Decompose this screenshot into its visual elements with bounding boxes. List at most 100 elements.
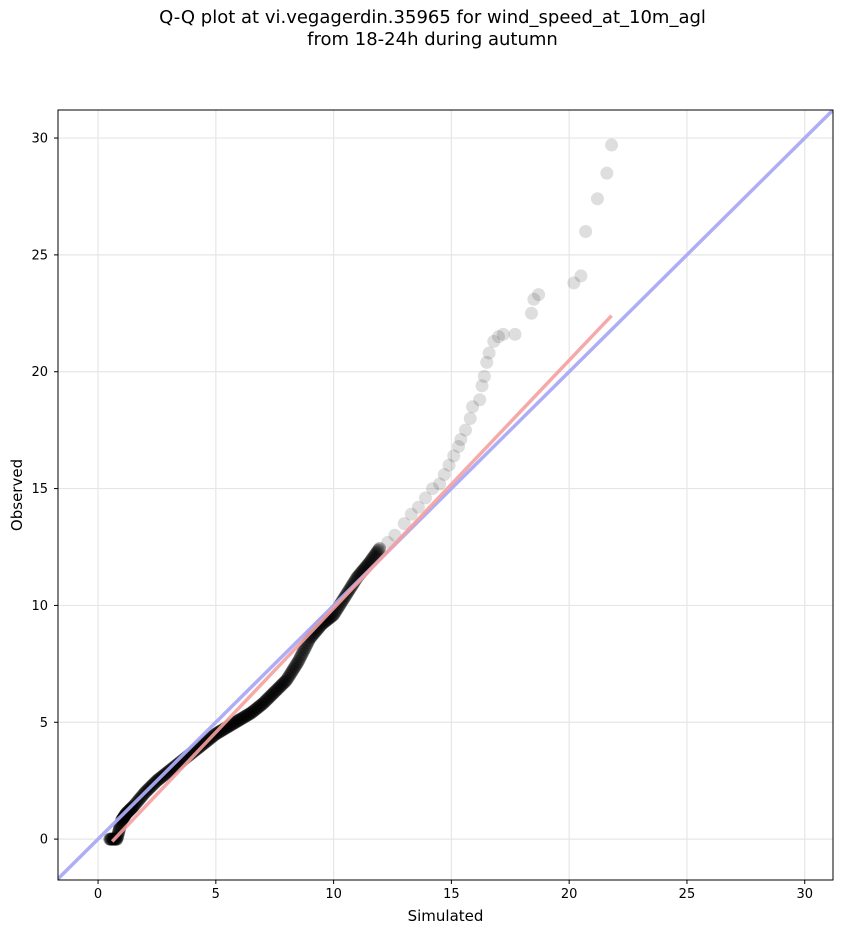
data-point (368, 548, 382, 562)
data-point (250, 701, 264, 715)
data-point (426, 482, 440, 496)
y-tick-label: 15 (31, 482, 48, 497)
data-point (496, 327, 510, 341)
chart-title-line-2: from 18-24h during autumn (307, 29, 558, 50)
data-point (228, 716, 242, 730)
data-point (278, 674, 292, 688)
data-point (492, 330, 506, 344)
data-point (487, 334, 501, 348)
y-tick-label: 25 (31, 248, 48, 263)
data-point (238, 709, 252, 723)
data-point (214, 724, 228, 738)
data-point (411, 500, 425, 514)
x-axis-label: Simulated (408, 907, 484, 925)
x-tick-label: 30 (796, 887, 813, 902)
data-point (118, 809, 132, 823)
data-point (600, 166, 614, 180)
data-point (370, 545, 384, 559)
data-point (259, 693, 273, 707)
data-point (117, 810, 131, 824)
data-point (164, 762, 178, 776)
data-point (104, 832, 118, 846)
data-point (437, 468, 451, 482)
data-point (264, 688, 278, 702)
data-point (261, 692, 275, 706)
data-point (473, 393, 487, 407)
data-point (524, 306, 538, 320)
data-point (276, 677, 290, 691)
data-point (532, 288, 546, 302)
data-point (268, 685, 282, 699)
data-point (298, 640, 312, 654)
data-point (482, 346, 496, 360)
data-point (256, 697, 270, 711)
identity-line (58, 110, 833, 880)
data-point (252, 699, 266, 713)
data-point (508, 327, 522, 341)
data-point (263, 690, 277, 704)
data-point (239, 709, 253, 723)
data-point (442, 458, 456, 472)
data-point (243, 707, 257, 721)
data-point (290, 656, 304, 670)
data-point (232, 713, 246, 727)
data-point (226, 716, 240, 730)
data-point (271, 681, 285, 695)
data-point (234, 712, 248, 726)
data-point (275, 678, 289, 692)
data-point (287, 662, 301, 676)
data-point (574, 269, 588, 283)
data-point (103, 832, 117, 846)
data-point (466, 400, 480, 414)
fit-line (110, 314, 613, 843)
data-point (247, 704, 261, 718)
data-point (235, 712, 249, 726)
y-tick-label: 5 (40, 716, 48, 731)
data-point (119, 807, 133, 821)
data-point (166, 761, 180, 775)
y-axis-ticks: 0 5 10 15 20 25 30 (31, 132, 58, 848)
data-point (590, 192, 604, 206)
x-tick-label: 20 (561, 887, 578, 902)
data-point (459, 423, 473, 437)
data-point (212, 725, 226, 739)
y-tick-label: 0 (40, 833, 48, 848)
reference-lines (58, 110, 833, 880)
data-point (258, 694, 272, 708)
data-point (257, 695, 271, 709)
data-point (291, 655, 305, 669)
data-point (265, 687, 279, 701)
data-point (251, 700, 265, 714)
data-point (230, 714, 244, 728)
data-point (480, 355, 494, 369)
data-point (241, 708, 255, 722)
data-point (371, 543, 385, 557)
data-point (605, 138, 619, 152)
data-point (262, 691, 276, 705)
x-tick-label: 0 (94, 887, 102, 902)
data-point (116, 811, 130, 825)
plot-frame (57, 109, 834, 881)
data-point (447, 449, 461, 463)
chart-title-line-1: Q-Q plot at vi.vegagerdin.35965 for wind… (159, 7, 706, 28)
data-point (254, 698, 268, 712)
x-tick-label: 5 (212, 887, 220, 902)
data-point (369, 547, 383, 561)
data-point (165, 762, 179, 776)
data-point (163, 763, 177, 777)
data-point (433, 477, 447, 491)
y-tick-label: 10 (31, 599, 48, 614)
data-point (373, 542, 387, 556)
data-point (104, 832, 118, 846)
data-point (451, 440, 465, 454)
data-point (283, 668, 297, 682)
x-axis-ticks: 0 5 10 15 20 25 30 (94, 880, 813, 902)
data-point (270, 683, 284, 697)
grid (58, 110, 833, 880)
data-point (288, 660, 302, 674)
data-point (404, 507, 418, 521)
data-point (116, 811, 130, 825)
data-point (282, 669, 296, 683)
data-point (229, 715, 243, 729)
